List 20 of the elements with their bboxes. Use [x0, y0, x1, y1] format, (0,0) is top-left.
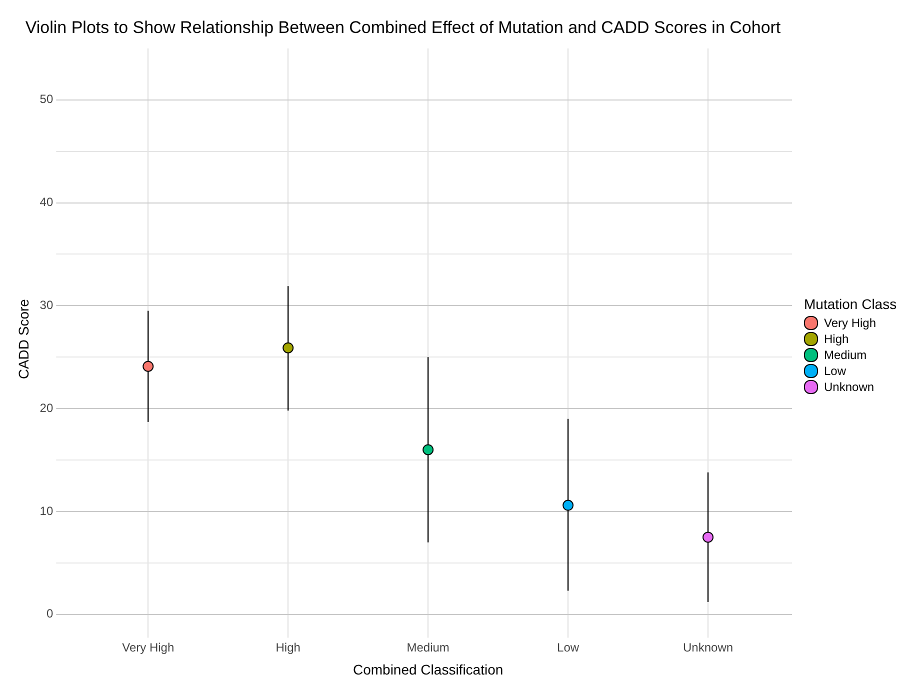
y-tick-label: 20: [40, 400, 54, 415]
y-tick-label: 30: [40, 298, 54, 312]
legend-label: Medium: [824, 348, 867, 362]
chart-title: Violin Plots to Show Relationship Between Combined Effect of Mutation and CADD Scores in Cohort: [25, 18, 781, 37]
x-tick-label: Medium: [406, 640, 450, 654]
y-axis-title: CADD Score: [15, 298, 32, 380]
x-tick-label: Low: [557, 640, 580, 654]
x-axis-title: Combined Classification: [352, 661, 504, 678]
y-tick-label: 0: [46, 606, 54, 621]
legend-title: Mutation Class: [804, 296, 897, 312]
y-tick-label: 50: [40, 92, 54, 106]
legend-label: Low: [824, 364, 846, 378]
legend-label: Very High: [824, 316, 876, 330]
x-tick-label: Unknown: [683, 640, 734, 654]
y-tick-label: 10: [40, 504, 54, 518]
legend-label: Unknown: [824, 380, 874, 394]
x-tick-label: High: [276, 640, 300, 654]
legend-label: High: [824, 332, 849, 346]
x-tick-label: Very High: [122, 640, 174, 654]
y-tick-label: 40: [40, 195, 54, 210]
